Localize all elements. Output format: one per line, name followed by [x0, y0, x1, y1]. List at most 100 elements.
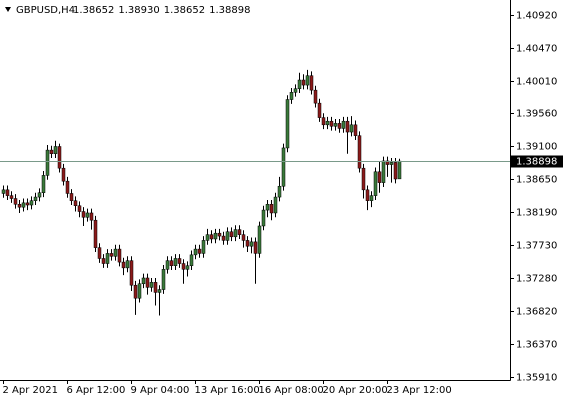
candle-body — [377, 171, 382, 183]
candle-body — [33, 196, 38, 201]
candle-body — [337, 123, 342, 129]
candle-body — [197, 248, 202, 254]
candle-body — [13, 198, 18, 205]
candle-body — [5, 189, 10, 196]
candle-body — [353, 124, 358, 136]
symbol-label: GBPUSD,H4 — [16, 5, 75, 16]
candle-body — [329, 120, 334, 127]
candle-body — [301, 79, 306, 86]
candle-body — [37, 192, 42, 198]
y-tick-label: 1.40920 — [516, 11, 557, 22]
x-tick-label: 23 Apr 12:00 — [387, 385, 452, 396]
candle-body — [77, 205, 82, 212]
candle-body — [389, 162, 394, 165]
candle-body — [149, 282, 154, 288]
candle-body — [137, 283, 142, 299]
candle-body — [29, 200, 34, 206]
candle-body — [241, 234, 246, 241]
candle-body — [153, 282, 158, 293]
candle-body — [105, 253, 110, 264]
candle-body — [393, 162, 398, 180]
candle-body — [229, 231, 234, 238]
candle-body — [69, 193, 74, 201]
candle-body — [45, 149, 50, 176]
x-tick-label: 6 Apr 12:00 — [67, 385, 126, 396]
candle-body — [169, 260, 174, 266]
candle-body — [273, 196, 278, 214]
candle-body — [217, 232, 222, 237]
candle-body — [181, 263, 186, 270]
candle-body — [293, 88, 298, 93]
candle-body — [97, 247, 102, 259]
candle-body — [321, 117, 326, 126]
candle-body — [253, 241, 258, 254]
candle-body — [213, 232, 218, 240]
candle-body — [85, 212, 90, 218]
candle-body — [41, 175, 46, 193]
candle-body — [121, 261, 126, 269]
y-tick-label: 1.39100 — [516, 142, 557, 153]
candle-body — [161, 269, 166, 290]
header-value: 1.38652 — [73, 5, 114, 16]
x-tick-label: 16 Apr 08:00 — [259, 385, 324, 396]
y-tick-label: 1.36820 — [516, 307, 557, 318]
candle-body — [261, 209, 266, 227]
y-tick-label: 1.38650 — [516, 175, 557, 186]
candle-body — [129, 260, 134, 286]
x-tick-label: 20 Apr 20:00 — [323, 385, 388, 396]
candle-body — [265, 204, 270, 211]
candle-body — [209, 234, 214, 240]
candle-body — [305, 75, 310, 86]
y-tick-label: 1.39560 — [516, 109, 557, 120]
candle-body — [297, 79, 302, 89]
header-value: 1.38898 — [209, 5, 250, 16]
candle-body — [145, 277, 150, 288]
collapse-arrow[interactable] — [5, 7, 11, 12]
candle-body — [309, 75, 314, 91]
y-tick-label: 1.36370 — [516, 340, 557, 351]
candle-body — [189, 254, 194, 266]
candle-body — [345, 120, 350, 133]
candle-body — [205, 234, 210, 241]
candle-body — [245, 240, 250, 247]
candle-body — [109, 253, 114, 257]
candle-body — [201, 240, 206, 254]
candle-body — [269, 204, 274, 214]
candle-body — [89, 212, 94, 221]
candle-body — [101, 258, 106, 264]
candle-body — [93, 219, 98, 248]
candle-body — [341, 120, 346, 129]
candle-body — [381, 160, 386, 183]
candle-body — [177, 258, 182, 264]
candle-body — [257, 225, 262, 254]
candle-body — [373, 171, 378, 196]
y-tick-label: 1.40010 — [516, 77, 557, 88]
header-value: 1.38930 — [118, 5, 159, 16]
candle-body — [173, 258, 178, 266]
candle-body — [21, 202, 26, 208]
candle-body — [17, 204, 22, 208]
y-tick-label: 1.37730 — [516, 241, 557, 252]
candle-body — [53, 146, 58, 154]
candle-body — [141, 277, 146, 285]
x-tick-label: 13 Apr 16:00 — [195, 385, 260, 396]
candle-body — [57, 146, 62, 169]
candle-body — [165, 260, 170, 270]
candle-body — [25, 202, 30, 206]
y-tick-label: 1.40470 — [516, 44, 557, 55]
candle-body — [233, 229, 238, 238]
candle-body — [349, 124, 354, 133]
y-tick-label: 1.35910 — [516, 373, 557, 384]
candle-body — [325, 120, 330, 126]
candle-body — [49, 149, 54, 154]
candle-body — [317, 102, 322, 118]
candle-body — [361, 167, 366, 191]
y-tick-label: 1.37280 — [516, 274, 557, 285]
candle-body — [285, 99, 290, 149]
header-value: 1.38652 — [164, 5, 205, 16]
candle-body — [73, 200, 78, 206]
candle-body — [333, 123, 338, 127]
candle-body — [133, 284, 138, 299]
